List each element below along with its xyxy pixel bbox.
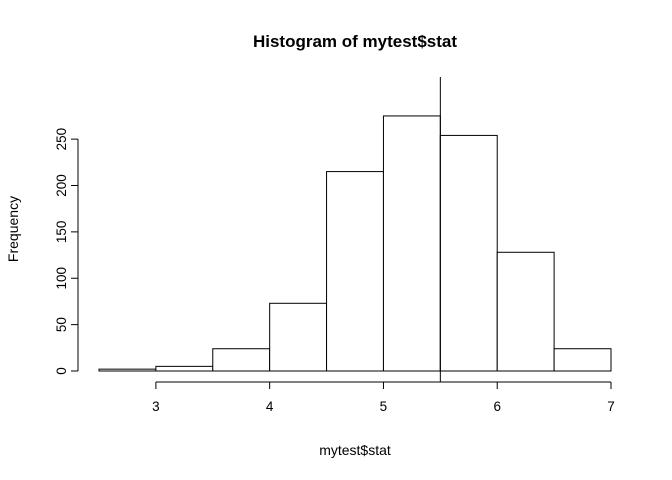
y-tick-label: 250	[54, 128, 69, 151]
y-tick-label: 200	[54, 174, 69, 197]
y-axis-label: Frequency	[5, 196, 21, 262]
x-tick-label: 4	[266, 399, 274, 414]
x-axis-label: mytest$stat	[319, 442, 391, 458]
bars-group	[98, 115, 612, 372]
histogram-bar	[382, 115, 441, 372]
x-tick-label: 7	[607, 399, 615, 414]
y-axis: 0 50 100 150 200 250	[54, 128, 79, 375]
y-tick-label: 150	[54, 221, 69, 244]
histogram-bar	[155, 365, 214, 372]
x-tick-label: 3	[152, 399, 160, 414]
y-tick-label: 100	[54, 267, 69, 290]
histogram-bar	[496, 251, 555, 372]
histogram-bar	[98, 368, 157, 372]
histogram-bar	[553, 348, 612, 372]
y-tick-label: 50	[54, 317, 69, 332]
x-axis: 3 4 5 6 7	[152, 381, 615, 414]
x-tick-label: 5	[380, 399, 388, 414]
x-tick-label: 6	[493, 399, 501, 414]
histogram-bar	[326, 171, 384, 372]
y-tick-label: 0	[54, 367, 69, 375]
chart-title: Histogram of mytest$stat	[253, 32, 457, 51]
histogram-bar	[212, 348, 271, 372]
histogram-bar	[269, 302, 328, 372]
histogram-bar	[439, 134, 498, 372]
